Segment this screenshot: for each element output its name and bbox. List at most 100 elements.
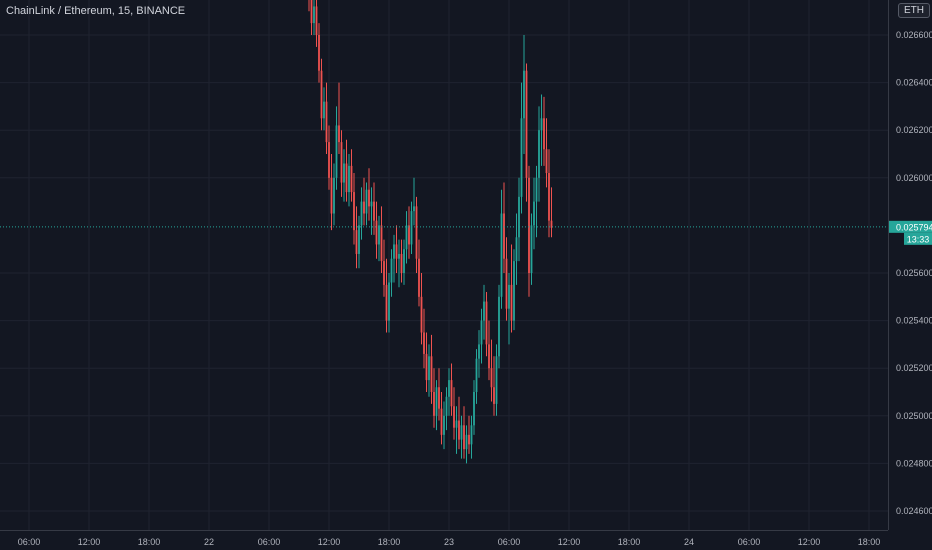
candle-body [420, 296, 423, 333]
candle-body [455, 420, 458, 428]
candle-body [443, 415, 445, 435]
candle-body [450, 380, 453, 407]
candle-body [423, 332, 425, 354]
candle-body [530, 225, 533, 273]
candle-body [473, 392, 475, 426]
y-tick-label: 0.026000 [896, 173, 932, 183]
candle-body [435, 387, 438, 416]
candle-body [458, 420, 460, 440]
candle-body [503, 213, 505, 259]
candle-body [533, 201, 535, 226]
y-tick-label: 0.024600 [896, 506, 932, 516]
candle-body [478, 344, 480, 359]
x-tick-label: 12:00 [318, 537, 341, 547]
x-tick-label: 18:00 [618, 537, 641, 547]
candle-body [465, 434, 468, 450]
candle-body [318, 35, 320, 71]
candle-body [348, 165, 350, 193]
candle-body [483, 301, 485, 321]
candle-body [405, 225, 408, 250]
x-tick-label: 06:00 [258, 537, 281, 547]
candle-body [548, 173, 550, 221]
candle-body [365, 189, 368, 214]
candle-body [538, 130, 540, 178]
x-tick-label: 06:00 [498, 537, 521, 547]
x-tick-label: 24 [684, 537, 694, 547]
candle-body [385, 284, 388, 321]
candle-body [525, 70, 528, 178]
candle-body [395, 244, 398, 259]
candle-body [390, 258, 393, 283]
candle-body [418, 258, 420, 297]
candle-body [370, 201, 373, 207]
candle-body [375, 220, 378, 245]
candle-body [513, 261, 515, 321]
x-tick-label: 12:00 [798, 537, 821, 547]
x-tick-label: 18:00 [138, 537, 161, 547]
candle-body [415, 206, 418, 259]
candle-body [323, 101, 325, 119]
candle-body [470, 425, 473, 445]
candle-body [315, 6, 318, 35]
y-tick-label: 0.026200 [896, 125, 932, 135]
candle-body [313, 6, 315, 24]
x-tick-label: 23 [444, 537, 454, 547]
candle-body [333, 177, 335, 214]
x-tick-label: 18:00 [858, 537, 881, 547]
candle-body [515, 237, 518, 262]
candle-body [425, 353, 428, 381]
candle-body [445, 396, 448, 416]
candle-body [460, 425, 463, 440]
candle-body [330, 177, 333, 214]
candle-body [328, 142, 330, 178]
candle-body [388, 282, 390, 321]
candle-body [485, 301, 488, 345]
candle-body [498, 296, 500, 357]
x-tick-label: 18:00 [378, 537, 401, 547]
candle-body [335, 125, 338, 178]
candle-body [310, 0, 313, 24]
candle-body [398, 253, 400, 259]
x-tick-label: 06:00 [738, 537, 761, 547]
candle-body [490, 368, 493, 388]
candle-body [440, 408, 443, 435]
y-tick-label: 0.026600 [896, 30, 932, 40]
candle-body [518, 196, 520, 238]
candle-body [463, 425, 465, 450]
candle-body [488, 344, 490, 369]
candle-body [545, 149, 548, 174]
candle-body [320, 70, 323, 119]
y-tick-label: 0.024800 [896, 458, 932, 468]
candle-body [360, 201, 363, 226]
candle-body [535, 177, 538, 202]
candle-body [325, 101, 328, 143]
candle-body [510, 284, 513, 321]
candle-body [550, 220, 553, 228]
candle-body [433, 392, 435, 416]
y-tick-label: 0.025400 [896, 316, 932, 326]
candle-body [413, 206, 415, 212]
candle-body [368, 189, 370, 207]
candle-body [493, 387, 495, 404]
candle-body [355, 230, 358, 254]
candle-body [448, 380, 450, 397]
symbol-title: ChainLink / Ethereum, 15, BINANCE [6, 5, 186, 17]
candle-body [438, 387, 440, 409]
candle-body [540, 118, 543, 131]
candle-body [378, 225, 380, 245]
x-tick-label: 12:00 [558, 537, 581, 547]
countdown-box [904, 232, 932, 245]
y-tick-label: 0.025600 [896, 268, 932, 278]
last-price-label: 0.025794 [896, 222, 932, 232]
candle-body [508, 284, 510, 309]
candle-body [430, 356, 433, 392]
candle-body [363, 201, 365, 214]
currency-badge[interactable]: ETH [898, 3, 930, 18]
candle-body [358, 225, 360, 254]
candle-body [468, 434, 470, 445]
candle-body [350, 165, 353, 193]
x-tick-label: 06:00 [18, 537, 41, 547]
x-tick-label: 22 [204, 537, 214, 547]
